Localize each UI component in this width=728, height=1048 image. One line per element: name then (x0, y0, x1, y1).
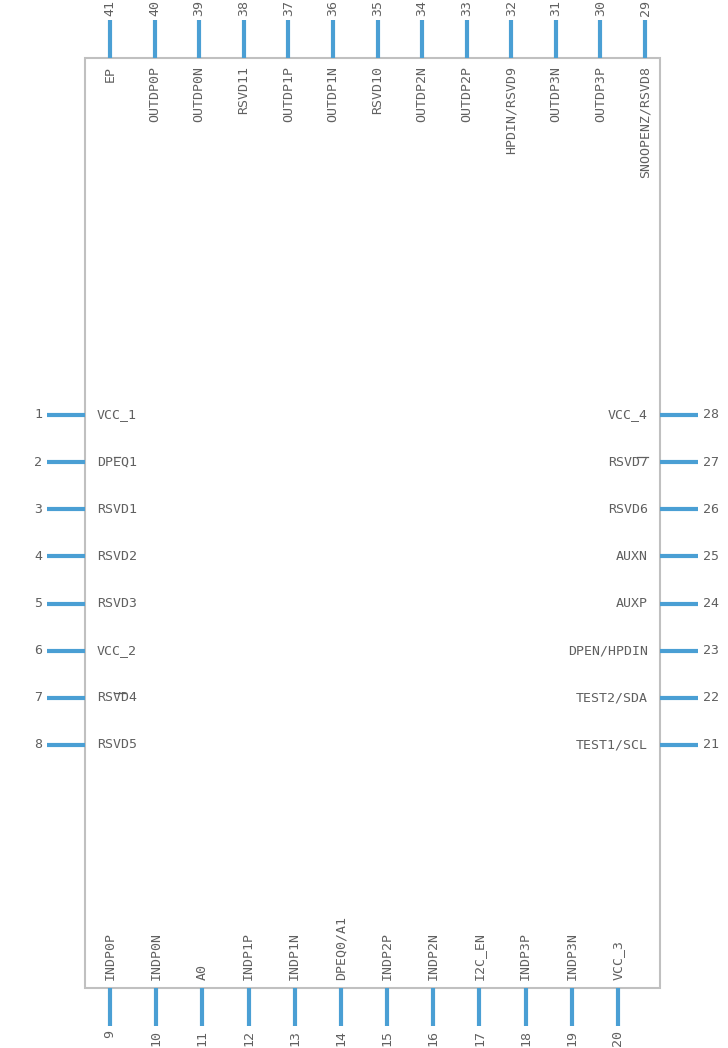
Text: VCC_4: VCC_4 (608, 409, 648, 421)
Text: 8: 8 (34, 739, 42, 751)
Text: 14: 14 (334, 1030, 347, 1046)
Text: 1: 1 (34, 409, 42, 421)
Text: 38: 38 (237, 0, 250, 16)
Text: INDP3P: INDP3P (519, 932, 532, 980)
Text: I2C_EN: I2C_EN (473, 932, 486, 980)
Text: INDP2N: INDP2N (427, 932, 440, 980)
Text: 32: 32 (505, 0, 518, 16)
Text: 16: 16 (427, 1030, 440, 1046)
Text: 31: 31 (550, 0, 562, 16)
Text: INDP1N: INDP1N (288, 932, 301, 980)
Text: 18: 18 (519, 1030, 532, 1046)
Text: VCC_1: VCC_1 (97, 409, 137, 421)
Text: INDP2P: INDP2P (381, 932, 394, 980)
Text: OUTDP1P: OUTDP1P (282, 66, 295, 122)
Text: 30: 30 (594, 0, 607, 16)
Text: OUTDP0N: OUTDP0N (193, 66, 206, 122)
Text: RSVD1: RSVD1 (97, 503, 137, 516)
Text: 40: 40 (148, 0, 161, 16)
Text: 22: 22 (703, 692, 719, 704)
Text: INDP0P: INDP0P (103, 932, 116, 980)
Text: 28: 28 (703, 409, 719, 421)
Text: DPEQ0/A1: DPEQ0/A1 (334, 916, 347, 980)
Text: SNOOPENZ/RSVD8: SNOOPENZ/RSVD8 (638, 66, 652, 178)
Text: INDP3N: INDP3N (566, 932, 578, 980)
Text: 11: 11 (196, 1030, 209, 1046)
Text: OUTDP0P: OUTDP0P (148, 66, 161, 122)
Text: A0: A0 (196, 964, 209, 980)
Text: RSVD5: RSVD5 (97, 739, 137, 751)
Text: OUTDP2N: OUTDP2N (416, 66, 429, 122)
Text: VCC_3: VCC_3 (612, 940, 625, 980)
Text: 24: 24 (703, 597, 719, 610)
Text: RSVD6: RSVD6 (608, 503, 648, 516)
Text: DPEN/HPDIN: DPEN/HPDIN (568, 645, 648, 657)
Text: 5: 5 (34, 597, 42, 610)
Text: 41: 41 (103, 0, 116, 16)
Text: 35: 35 (371, 0, 384, 16)
Text: RSVD4: RSVD4 (97, 692, 137, 704)
Text: 39: 39 (193, 0, 206, 16)
Text: TEST1/SCL: TEST1/SCL (576, 739, 648, 751)
Text: 37: 37 (282, 0, 295, 16)
Text: 36: 36 (326, 0, 339, 16)
Text: OUTDP2P: OUTDP2P (460, 66, 473, 122)
Bar (85, 58, 660, 988)
Text: AUXN: AUXN (616, 550, 648, 563)
Text: RSVD11: RSVD11 (237, 66, 250, 114)
Text: 19: 19 (566, 1030, 578, 1046)
Text: 3: 3 (34, 503, 42, 516)
Text: RSVD2: RSVD2 (97, 550, 137, 563)
Text: RSVD10: RSVD10 (371, 66, 384, 114)
Text: 27: 27 (703, 456, 719, 468)
Text: 21: 21 (703, 739, 719, 751)
Text: 23: 23 (703, 645, 719, 657)
Text: 29: 29 (638, 0, 652, 16)
Text: 34: 34 (416, 0, 429, 16)
Text: OUTDP1N: OUTDP1N (326, 66, 339, 122)
Text: 10: 10 (150, 1030, 162, 1046)
Text: TEST2/SDA: TEST2/SDA (576, 692, 648, 704)
Text: 12: 12 (242, 1030, 255, 1046)
Text: INDP1P: INDP1P (242, 932, 255, 980)
Text: 25: 25 (703, 550, 719, 563)
Text: 4: 4 (34, 550, 42, 563)
Text: 13: 13 (288, 1030, 301, 1046)
Text: DPEQ1: DPEQ1 (97, 456, 137, 468)
Text: AUXP: AUXP (616, 597, 648, 610)
Text: EP: EP (103, 66, 116, 82)
Text: RSVD3: RSVD3 (97, 597, 137, 610)
Text: VCC_2: VCC_2 (97, 645, 137, 657)
Text: 20: 20 (612, 1030, 625, 1046)
Text: 17: 17 (473, 1030, 486, 1046)
Text: 6: 6 (34, 645, 42, 657)
Text: INDP0N: INDP0N (150, 932, 162, 980)
Text: 26: 26 (703, 503, 719, 516)
Text: 2: 2 (34, 456, 42, 468)
Text: OUTDP3N: OUTDP3N (550, 66, 562, 122)
Text: 15: 15 (381, 1030, 394, 1046)
Text: 33: 33 (460, 0, 473, 16)
Text: HPDIN/RSVD9: HPDIN/RSVD9 (505, 66, 518, 154)
Text: OUTDP3P: OUTDP3P (594, 66, 607, 122)
Text: 7: 7 (34, 692, 42, 704)
Text: RSVD7: RSVD7 (608, 456, 648, 468)
Text: 9: 9 (103, 1030, 116, 1038)
